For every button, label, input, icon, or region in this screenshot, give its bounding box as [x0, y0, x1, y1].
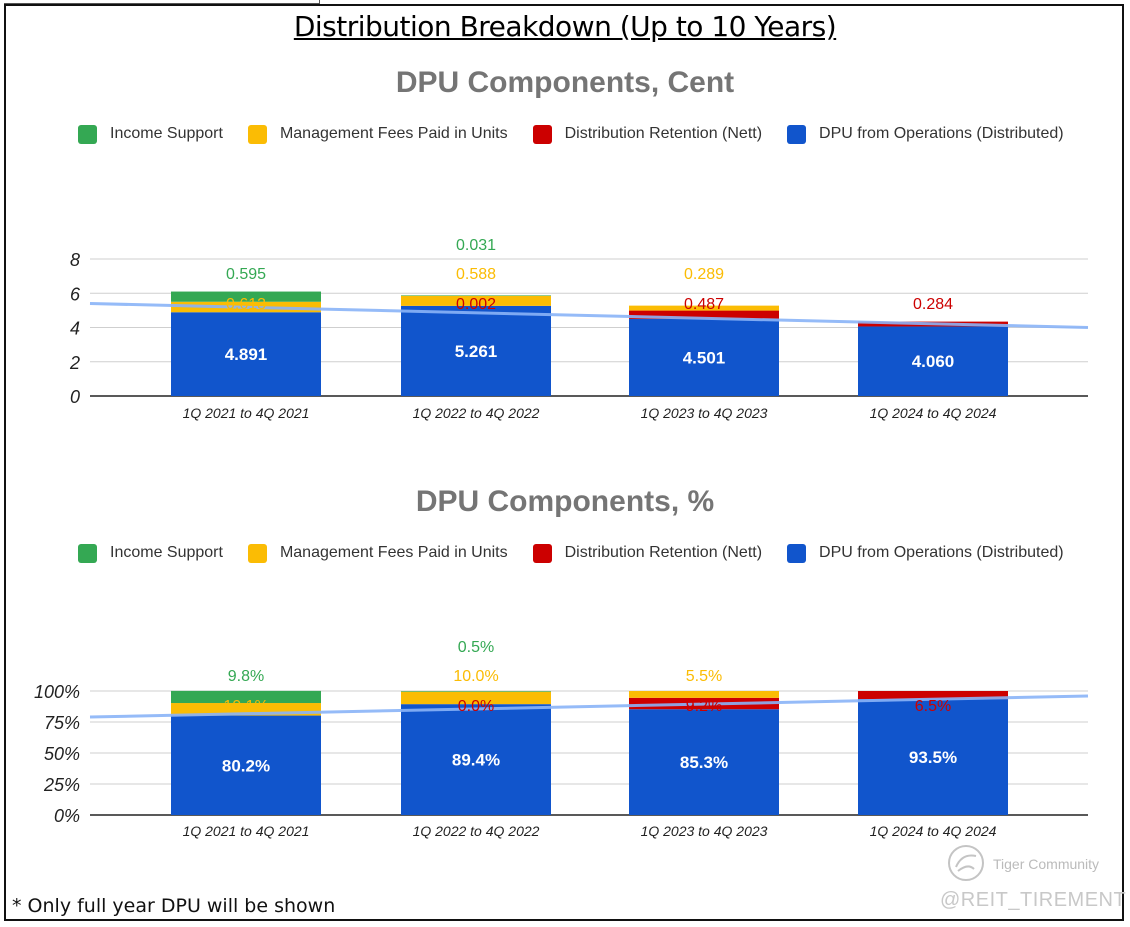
- legend-label: Distribution Retention (Nett): [564, 544, 763, 561]
- data-label-dpu-operations: 4.060: [912, 352, 955, 371]
- legend-label: Income Support: [110, 125, 223, 142]
- legend-label: DPU from Operations (Distributed): [819, 125, 1064, 142]
- x-category-label: 1Q 2023 to 4Q 2023: [641, 823, 768, 839]
- bar-segment-management-fees: [629, 305, 779, 311]
- y-tick-label: 4: [70, 319, 80, 339]
- x-category-label: 1Q 2024 to 4Q 2024: [870, 823, 997, 839]
- chart-1-dpu-cent: 0 2 4 6 8 1Q 2021 to 4Q 2021 1Q 2022 to 4Q 202…: [69, 237, 1089, 421]
- data-label-management-fees: 5.5%: [686, 668, 722, 685]
- chart-2-legend: Income Support Management Fees Paid in U…: [78, 542, 1089, 564]
- legend-item-management-fees: Management Fees Paid in Units: [247, 543, 508, 563]
- legend-item-income-support: Income Support: [78, 124, 223, 144]
- legend-swatch-management-fees: [247, 543, 267, 563]
- y-tick-label: 0: [70, 387, 80, 407]
- data-label-dpu-operations: 93.5%: [909, 748, 957, 767]
- legend-label: Management Fees Paid in Units: [279, 544, 508, 561]
- y-tick-label: 100%: [34, 682, 80, 702]
- bar-segment-management-fees: [401, 295, 551, 306]
- data-label-income-support: 0.5%: [458, 639, 494, 656]
- data-label-distribution-retention: 0.002: [456, 296, 496, 313]
- bar-segment-management-fees: [629, 691, 779, 698]
- y-tick-label: 75%: [44, 713, 80, 733]
- top-border-segment: [4, 0, 320, 4]
- chart-1-legend: Income Support Management Fees Paid in U…: [78, 123, 1089, 145]
- legend-swatch-distribution-retention: [532, 543, 552, 563]
- bar-segment-dpu-operations: [629, 318, 779, 396]
- y-tick-label: 6: [70, 284, 81, 304]
- x-category-label: 1Q 2021 to 4Q 2021: [183, 405, 310, 421]
- trendline: [89, 694, 1089, 719]
- legend-swatch-income-support: [78, 124, 97, 144]
- y-tick-label: 25%: [43, 775, 80, 795]
- bar-segment-income-support: [171, 690, 321, 704]
- legend-label: Management Fees Paid in Units: [279, 125, 508, 142]
- bar-segment-income-support: [401, 691, 551, 692]
- legend-label: Income Support: [110, 544, 223, 561]
- y-tick-label: 0%: [54, 806, 80, 826]
- legend-swatch-distribution-retention: [532, 124, 552, 144]
- bar-segment-dpu-operations: [629, 709, 779, 815]
- data-label-distribution-retention: 0.487: [684, 296, 724, 313]
- chart-2-title: DPU Components, %: [415, 485, 715, 518]
- data-label-management-fees: 0.289: [684, 266, 724, 283]
- bar-segment-distribution-retention: [858, 691, 1008, 700]
- data-label-distribution-retention: 0.284: [913, 296, 953, 313]
- data-label-dpu-operations: 4.501: [683, 348, 726, 367]
- data-label-dpu-operations: 80.2%: [222, 756, 270, 775]
- y-tick-label: 8: [70, 250, 80, 270]
- bar-segment-dpu-operations: [858, 326, 1008, 396]
- x-category-label: 1Q 2024 to 4Q 2024: [870, 405, 997, 421]
- bar-segment-income-support: [401, 295, 551, 296]
- bar-segment-dpu-operations: [401, 305, 551, 396]
- legend-item-management-fees: Management Fees Paid in Units: [247, 124, 508, 144]
- data-label-income-support: 9.8%: [228, 668, 264, 685]
- bar-segment-dpu-operations: [401, 704, 551, 815]
- legend-item-dpu-operations: DPU from Operations (Distributed): [787, 124, 1064, 144]
- legend-label: Distribution Retention (Nett): [564, 125, 763, 142]
- x-category-label: 1Q 2022 to 4Q 2022: [413, 823, 540, 839]
- y-tick-label: 50%: [44, 744, 80, 764]
- legend-swatch-dpu-operations: [787, 543, 807, 563]
- data-label-management-fees: 10.0%: [453, 668, 498, 685]
- legend-swatch-management-fees: [247, 124, 267, 144]
- x-category-label: 1Q 2023 to 4Q 2023: [641, 405, 768, 421]
- data-label-income-support: 0.595: [226, 266, 266, 283]
- legend-label: DPU from Operations (Distributed): [819, 544, 1064, 561]
- bar-segment-distribution-retention: [629, 310, 779, 319]
- bar-segment-income-support: [171, 291, 321, 302]
- legend-item-distribution-retention: Distribution Retention (Nett): [532, 124, 763, 144]
- data-label-dpu-operations: 85.3%: [680, 753, 728, 772]
- legend-item-income-support: Income Support: [78, 543, 223, 563]
- bar-segment-dpu-operations: [171, 312, 321, 396]
- bar-segment-dpu-operations: [858, 699, 1008, 815]
- watermark-handle: @REIT_TIREMENT: [940, 889, 1127, 911]
- data-label-distribution-retention: 0.0%: [458, 698, 494, 715]
- tiger-community-logo-icon: [948, 845, 984, 881]
- watermark-brand: Tiger Community: [993, 856, 1100, 872]
- data-label-management-fees: 10.1%: [223, 698, 268, 715]
- figure-frame: [4, 4, 1124, 921]
- chart-2-dpu-percent: 0% 25% 50% 75% 100% 1Q 2021 to 4Q 2021 1Q 2022…: [34, 639, 1089, 839]
- data-label-dpu-operations: 5.261: [455, 342, 498, 361]
- legend-swatch-dpu-operations: [787, 124, 807, 144]
- trendline: [89, 302, 1089, 329]
- bar-segment-dpu-operations: [171, 715, 321, 815]
- data-label-dpu-operations: 89.4%: [452, 751, 500, 770]
- x-category-label: 1Q 2021 to 4Q 2021: [183, 823, 310, 839]
- bar-segment-management-fees: [401, 691, 551, 705]
- data-label-distribution-retention: 9.2%: [686, 698, 722, 715]
- data-label-distribution-retention: 6.5%: [915, 698, 951, 715]
- page-title: Distribution Breakdown (Up to 10 Years): [293, 10, 837, 43]
- legend-swatch-income-support: [78, 543, 97, 563]
- data-label-management-fees: 0.588: [456, 266, 496, 283]
- footnote: * Only full year DPU will be shown: [12, 895, 336, 917]
- chart-1-title: DPU Components, Cent: [395, 66, 735, 99]
- y-tick-label: 2: [69, 353, 80, 373]
- data-label-management-fees: 0.613: [226, 296, 266, 313]
- data-label-income-support: 0.031: [456, 237, 496, 254]
- x-category-label: 1Q 2022 to 4Q 2022: [413, 405, 540, 421]
- data-label-dpu-operations: 4.891: [225, 345, 268, 364]
- legend-item-distribution-retention: Distribution Retention (Nett): [532, 543, 763, 563]
- legend-item-dpu-operations: DPU from Operations (Distributed): [787, 543, 1064, 563]
